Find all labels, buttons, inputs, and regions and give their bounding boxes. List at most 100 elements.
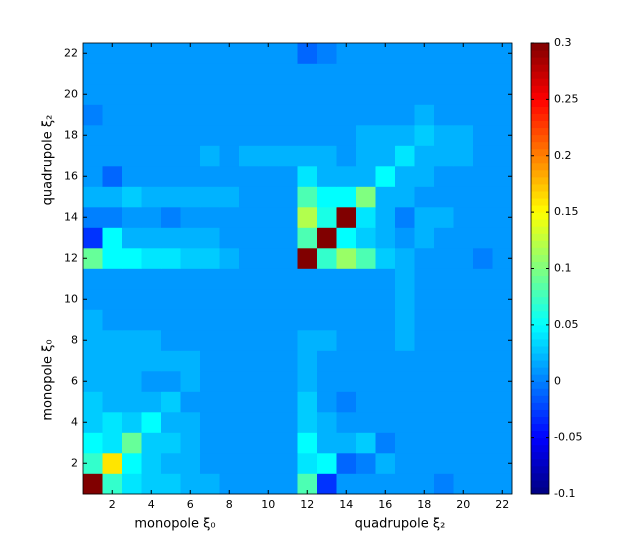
- cell: [161, 227, 181, 249]
- cell: [434, 391, 454, 413]
- cell: [395, 453, 415, 474]
- cell: [278, 473, 298, 495]
- colorbar-segment: [531, 176, 549, 185]
- colorbar-segment: [531, 155, 549, 164]
- cell: [453, 248, 474, 269]
- cell: [375, 330, 396, 351]
- cell: [336, 268, 357, 290]
- cell: [473, 186, 493, 208]
- colorbar-segment: [531, 367, 549, 375]
- cell: [219, 166, 240, 187]
- cell: [258, 186, 279, 208]
- cell: [102, 145, 123, 167]
- colorbar-segment: [531, 212, 549, 220]
- colorbar-segment: [531, 134, 549, 143]
- y-tick-label: 8: [71, 333, 78, 346]
- cell: [473, 145, 493, 167]
- colorbar-segment: [531, 296, 549, 305]
- cell: [395, 125, 415, 146]
- cell: [453, 432, 474, 454]
- cell: [161, 309, 181, 331]
- cell: [219, 309, 240, 331]
- x-tick-label: 22: [495, 498, 509, 511]
- cell: [297, 371, 318, 392]
- cell: [141, 43, 162, 64]
- cell: [141, 289, 162, 310]
- cell: [492, 227, 513, 249]
- cell: [278, 391, 298, 413]
- cell: [122, 227, 142, 249]
- colorbar-segment: [531, 254, 549, 262]
- cell: [434, 289, 454, 310]
- plot-frame: [82, 42, 513, 495]
- cell: [239, 166, 259, 187]
- cell: [414, 309, 435, 331]
- cell: [297, 43, 318, 64]
- cell: [434, 453, 454, 474]
- colorbar-segment: [531, 451, 549, 460]
- colorbar-segment: [531, 486, 549, 495]
- colorbar-segment: [531, 360, 549, 368]
- cell: [141, 432, 162, 454]
- cell: [161, 63, 181, 85]
- cell: [83, 289, 103, 310]
- colorbar-segment: [531, 57, 549, 65]
- x-tick-label: 2: [109, 498, 116, 511]
- cell: [200, 248, 220, 269]
- cell: [317, 371, 337, 392]
- cell: [122, 309, 142, 331]
- y-axis-label: monopole ξ₀: [41, 339, 56, 420]
- cell: [375, 371, 396, 392]
- cell: [278, 104, 298, 126]
- cell: [219, 371, 240, 392]
- cell: [395, 104, 415, 126]
- cell: [434, 227, 454, 249]
- cell: [278, 63, 298, 85]
- cell: [258, 473, 279, 495]
- cell: [200, 268, 220, 290]
- cell: [434, 371, 454, 392]
- cell: [258, 166, 279, 187]
- cell: [375, 473, 396, 495]
- cell: [83, 145, 103, 167]
- cell: [102, 473, 123, 495]
- cell: [239, 453, 259, 474]
- cell: [317, 227, 337, 249]
- cell: [297, 473, 318, 495]
- colorbar-tick-label: 0.1: [554, 262, 572, 275]
- cell: [492, 248, 513, 269]
- cell: [297, 350, 318, 372]
- cell: [258, 125, 279, 146]
- cell: [180, 289, 201, 310]
- x-tick-label: 10: [261, 498, 275, 511]
- cell: [473, 104, 493, 126]
- x-tick-label: 4: [148, 498, 155, 511]
- colorbar-segment: [531, 416, 549, 425]
- cell: [102, 289, 123, 310]
- cell: [375, 453, 396, 474]
- cell: [161, 453, 181, 474]
- cell: [453, 63, 474, 85]
- cell: [200, 227, 220, 249]
- cell: [356, 227, 376, 249]
- cell: [219, 268, 240, 290]
- cell: [336, 391, 357, 413]
- cell: [414, 166, 435, 187]
- cell: [200, 473, 220, 495]
- cell: [258, 145, 279, 167]
- cell: [83, 186, 103, 208]
- cell: [336, 473, 357, 495]
- colorbar-segment: [531, 402, 549, 410]
- cell: [122, 268, 142, 290]
- cell: [122, 453, 142, 474]
- cell: [219, 104, 240, 126]
- cell: [102, 207, 123, 228]
- cell: [200, 104, 220, 126]
- cell: [83, 125, 103, 146]
- cell: [453, 371, 474, 392]
- cell: [102, 453, 123, 474]
- cell: [141, 104, 162, 126]
- cell: [161, 391, 181, 413]
- cell: [278, 43, 298, 64]
- cell: [141, 166, 162, 187]
